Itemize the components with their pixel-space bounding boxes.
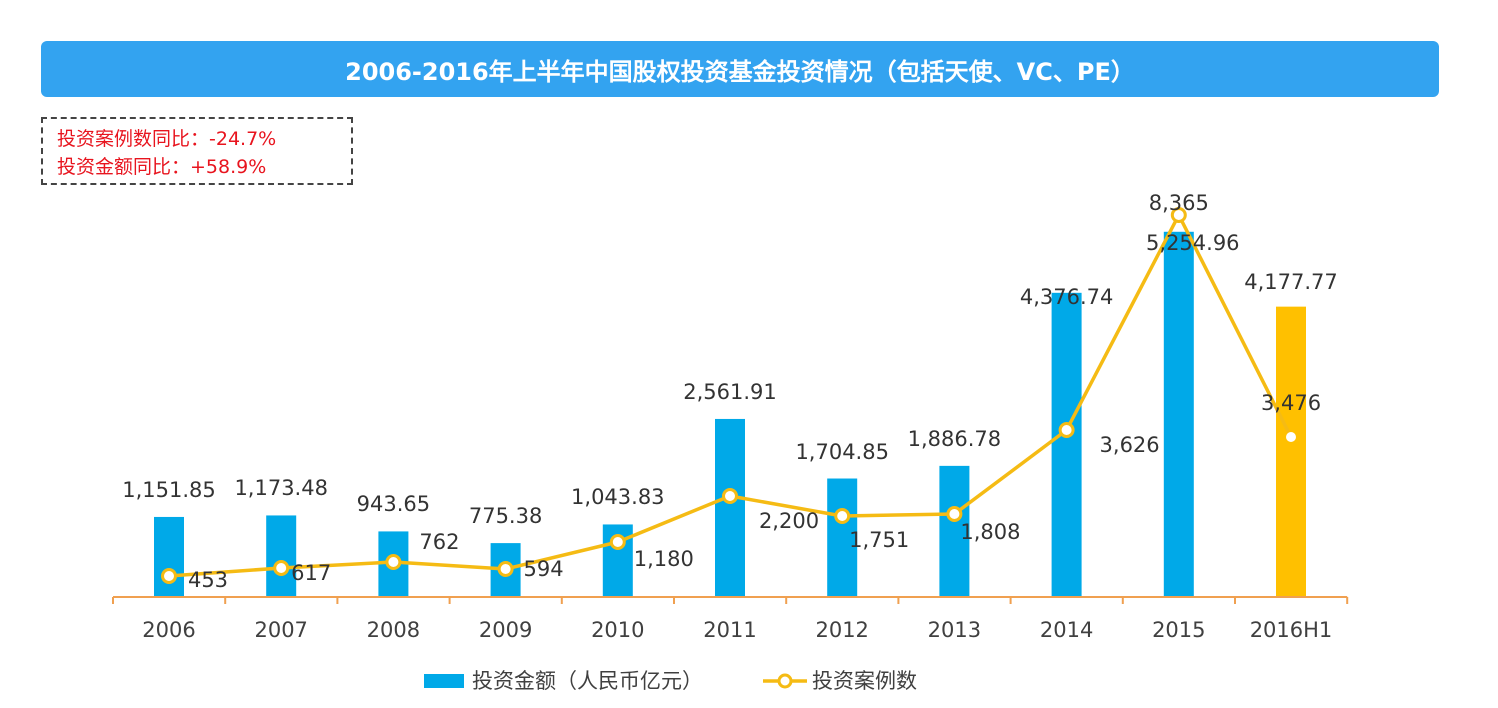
x-tick-label-2011: 2011 [703,618,756,642]
x-tick-label-2010: 2010 [591,618,644,642]
line-point-2009 [497,561,514,577]
line-value-label-2009: 594 [524,557,564,581]
line-point-2008 [385,554,402,570]
line-point-2012 [834,508,851,524]
line-point-2015 [1170,207,1187,223]
line-value-label-2015: 8,365 [1149,191,1209,215]
bar-value-label-2008: 943.65 [357,492,430,516]
bar-2016H1 [1276,306,1306,597]
bar-value-label-2006: 1,151.85 [122,478,216,502]
bar-2007 [266,515,297,597]
line-point-2006 [161,568,177,584]
line-point-2013 [946,506,963,522]
cases-yoy-note: 投资案例数同比：-24.7% [57,128,277,150]
bar-value-label-2011: 2,561.91 [683,380,777,404]
yoy-note-box: 投资案例数同比：-24.7% 投资金额同比：+58.9% [41,117,353,185]
line-value-label-2011: 2,200 [759,509,819,533]
x-tick-label-2013: 2013 [928,618,981,642]
x-tick-label-2007: 2007 [254,618,307,642]
bar-value-label-2014: 4,376.74 [1020,285,1114,309]
bar-value-label-2016H1: 4,177.77 [1244,270,1338,294]
bar-value-label-2009: 775.38 [469,504,542,528]
chart-title: 2006-2016年上半年中国股权投资基金投资情况（包括天使、VC、PE） [345,57,1135,86]
bar-value-label-2013: 1,886.78 [908,427,1002,451]
bar-2013 [939,465,970,597]
line-value-label-2010: 1,180 [634,547,694,571]
bar-2012 [827,478,858,597]
line-value-label-2007: 617 [291,561,331,585]
line-value-label-2013: 1,808 [960,520,1020,544]
line-value-label-2006: 453 [188,568,228,592]
x-tick-label-2012: 2012 [815,618,868,642]
bar-value-label-2012: 1,704.85 [795,440,889,464]
legend-line-marker [777,673,793,689]
line-value-label-2014: 3,626 [1100,433,1160,457]
amount-yoy-note: 投资金额同比：+58.9% [57,156,267,178]
x-tick-label-2009: 2009 [479,618,532,642]
x-tick-label-2016H1: 2016H1 [1250,618,1333,642]
x-tick-label-2008: 2008 [367,618,420,642]
line-point-2007 [273,560,290,576]
legend-bar-label: 投资金额（人民币亿元） [472,669,703,693]
line-value-label-2016H1: 3,476 [1261,391,1321,415]
line-point-2014 [1058,422,1075,438]
bar-value-label-2015: 5,254.96 [1146,231,1240,255]
bar-2011 [715,418,745,597]
bar-2006 [154,516,184,597]
legend-bar-swatch [424,674,464,688]
bar-value-label-2010: 1,043.83 [571,485,665,509]
chart-title-bar: 2006-2016年上半年中国股权投资基金投资情况（包括天使、VC、PE） [41,41,1439,97]
line-value-label-2012: 1,751 [849,528,909,552]
line-point-2016H1 [1286,432,1296,442]
x-tick-label-2014: 2014 [1040,618,1093,642]
line-point-2010 [609,534,626,550]
x-tick-label-2006: 2006 [142,618,195,642]
legend-line-label: 投资案例数 [812,669,917,693]
bar-value-label-2007: 1,173.48 [234,476,328,500]
line-point-2011 [722,488,738,504]
bar-2014 [1051,292,1082,597]
x-tick-label-2015: 2015 [1152,618,1205,642]
bar-2015 [1163,231,1194,597]
line-value-label-2008: 762 [419,530,459,554]
